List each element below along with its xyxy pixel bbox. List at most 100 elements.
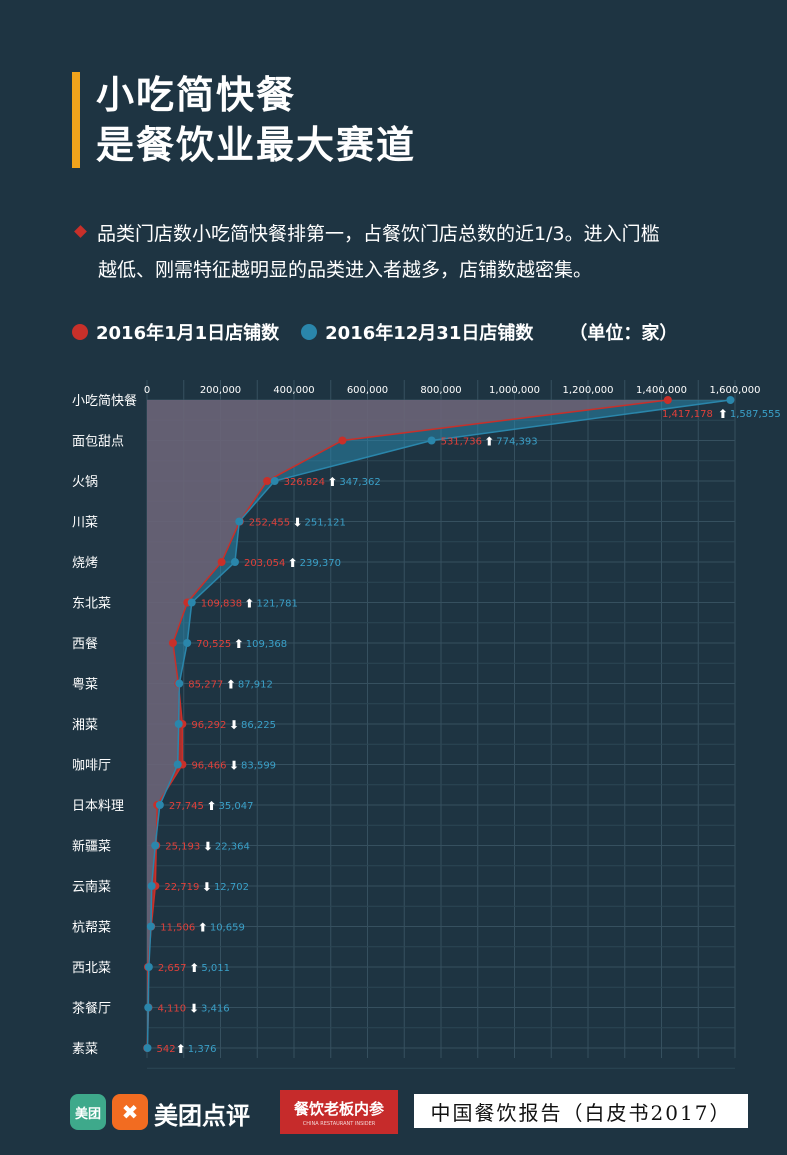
legend-label-series2: 2016年12月31日店铺数 [325, 323, 534, 344]
legend: 2016年1月1日店铺数 2016年12月31日店铺数 （单位：家） [72, 314, 677, 350]
series2-point [151, 841, 160, 850]
dianping-logo-icon: ✖ [112, 1094, 148, 1130]
value-label-series2: 774,393 [496, 437, 537, 448]
series1-point [663, 396, 672, 404]
category-label: 西餐 [72, 636, 98, 652]
value-label-series2: 347,362 [339, 477, 380, 488]
up-arrow-icon: ⬆ [206, 799, 216, 813]
down-arrow-icon: ⬇ [202, 880, 212, 894]
description-line-1: 品类门店数小吃简快餐排第一，占餐饮门店总数的近1/3。进入门槛 [97, 223, 660, 245]
series2-point [146, 922, 155, 931]
series2-point [726, 396, 735, 404]
up-arrow-icon: ⬆ [198, 921, 208, 935]
x-axis-ticks: 0 200,000 400,000 600,000 800,000 1,000,000 1,… [144, 385, 761, 396]
category-label: 烧烤 [72, 556, 98, 571]
x-tick-label: 200,000 [200, 385, 241, 396]
series2-area [147, 400, 731, 1048]
category-label: 云南菜 [72, 879, 111, 895]
meituan-logo-icon: 美团 [70, 1094, 106, 1130]
series2-point [235, 517, 244, 526]
x-tick-label: 1,600,000 [710, 385, 761, 396]
value-label-series2: 22,364 [215, 842, 250, 853]
legend-label-series1: 2016年1月1日店铺数 [96, 323, 280, 344]
value-label-series1: 531,736 [441, 437, 482, 448]
value-label-series2: 86,225 [241, 720, 276, 731]
value-label-series2: 3,416 [201, 1004, 230, 1015]
value-label-series1: 96,292 [191, 720, 226, 731]
report-title: 中国餐饮报告（白皮书2017） [414, 1094, 748, 1128]
page-title: 小吃简快餐 是餐饮业最大赛道 [96, 70, 416, 170]
series1-point [217, 558, 226, 566]
title-accent-bar [72, 72, 80, 168]
description: 品类门店数小吃简快餐排第一，占餐饮门店总数的近1/3。进入门槛 越低、刚需特征越… [74, 216, 756, 288]
series1-point [168, 639, 177, 647]
x-tick-label: 1,400,000 [636, 385, 687, 396]
category-label: 新疆菜 [72, 839, 111, 855]
category-label: 火锅 [72, 474, 98, 490]
x-tick-label: 1,000,000 [489, 385, 540, 396]
x-tick-label: 1,200,000 [563, 385, 614, 396]
x-tick-label: 400,000 [273, 385, 314, 396]
up-arrow-icon: ⬆ [244, 597, 254, 611]
diamond-bullet-icon [74, 225, 87, 238]
value-label-series2: 83,599 [241, 761, 276, 772]
down-arrow-icon: ⬇ [189, 1002, 199, 1016]
data-points [143, 396, 735, 1052]
value-label-series1: 27,745 [169, 801, 204, 812]
value-label-series1: 4,110 [158, 1004, 187, 1015]
value-label-series2: 87,912 [238, 680, 273, 691]
value-label-series2: 1,376 [188, 1044, 217, 1055]
category-label: 茶餐厅 [72, 1001, 111, 1017]
value-label-series1: 1,417,178 [662, 409, 713, 420]
description-line-2: 越低、刚需特征越明显的品类进入者越多，店铺数越密集。 [98, 259, 593, 281]
brand-name: 美团点评 [154, 1102, 250, 1130]
partner-name: 餐饮老板内参 [293, 1099, 384, 1118]
series2-point [230, 558, 239, 566]
category-label: 日本料理 [72, 799, 124, 814]
value-label-series1: 22,719 [164, 882, 199, 893]
x-tick-label: 0 [144, 385, 150, 396]
series2-point [187, 598, 196, 607]
series2-point [147, 882, 156, 890]
x-tick-label: 800,000 [420, 385, 461, 396]
up-arrow-icon: ⬆ [234, 637, 244, 651]
series2-point [143, 1044, 152, 1052]
category-label: 川菜 [72, 516, 98, 531]
red-dot-icon [72, 324, 88, 340]
category-label: 咖啡厅 [72, 759, 111, 774]
title-line-1: 小吃简快餐 [96, 73, 297, 117]
series2-point [144, 963, 153, 971]
series2-point [270, 477, 279, 485]
category-label: 粤菜 [72, 677, 98, 693]
series2-point [183, 639, 192, 647]
down-arrow-icon: ⬇ [229, 759, 239, 773]
value-label-series1: 85,277 [188, 680, 223, 691]
category-label: 杭帮菜 [72, 921, 111, 936]
value-label-series1: 109,838 [201, 599, 242, 610]
value-label-series2: 109,368 [246, 639, 287, 650]
value-label-series1: 252,455 [249, 518, 290, 529]
series2-point [155, 801, 164, 809]
value-label-series2: 121,781 [256, 599, 297, 610]
up-arrow-icon: ⬆ [189, 961, 199, 975]
series2-point [174, 720, 183, 728]
value-label-series2: 10,659 [210, 923, 245, 934]
x-tick-label: 600,000 [347, 385, 388, 396]
legend-item-series2: 2016年12月31日店铺数 [301, 319, 533, 345]
value-label-series1: 326,824 [284, 477, 325, 488]
series1-point [338, 436, 347, 445]
value-label-series2: 5,011 [201, 963, 230, 974]
series2-point [427, 436, 436, 445]
value-label-series2: 239,370 [300, 558, 341, 569]
unit-label: （单位：家） [569, 323, 678, 344]
up-arrow-icon: ⬆ [176, 1042, 186, 1056]
category-label: 素菜 [72, 1042, 98, 1057]
value-label-series2: 12,702 [214, 882, 249, 893]
value-label-series1: 2,657 [158, 963, 187, 974]
category-label: 小吃简快餐 [72, 393, 137, 409]
category-label: 东北菜 [72, 597, 111, 612]
series2-point [144, 1003, 153, 1012]
category-label: 西北菜 [72, 961, 111, 976]
series2-point [173, 760, 182, 769]
